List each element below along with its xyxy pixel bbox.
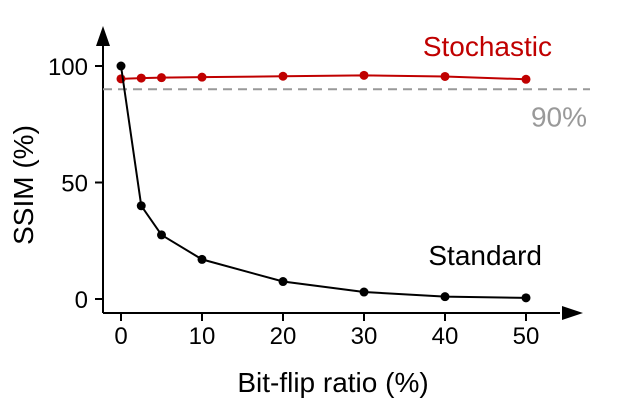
data-point-standard [116,61,126,71]
data-point-stochastic [278,71,288,81]
data-point-stochastic [136,73,146,83]
series-group [116,61,531,303]
data-point-standard [157,230,166,240]
data-point-standard [440,292,450,302]
series-line-standard [120,65,527,299]
data-point-stochastic [440,71,450,81]
x-tick-label: 10 [189,323,216,350]
x-axis-arrow-icon [562,306,583,320]
series-label-standard: Standard [428,240,542,271]
reference-line-label: 90% [531,101,587,132]
series-label-stochastic: Stochastic [423,31,552,62]
x-tick-label: 30 [351,323,378,350]
data-point-stochastic [197,72,207,82]
y-axis-arrow-icon [96,26,110,46]
x-tick-label: 0 [114,323,127,350]
data-point-standard [278,277,288,287]
series-line-stochastic [120,74,527,81]
data-point-stochastic [359,70,369,80]
y-tick-label: 50 [61,171,88,198]
x-axis-label: Bit-flip ratio (%) [237,367,428,398]
y-tick-label: 100 [48,54,88,81]
y-tick-label: 0 [75,287,88,314]
data-point-standard [197,254,207,264]
data-point-standard [136,201,146,211]
data-point-standard [521,293,531,303]
data-point-stochastic [157,73,166,83]
x-tick-label: 20 [270,323,297,350]
x-tick-label: 50 [513,323,540,350]
y-axis-label: SSIM (%) [8,125,39,245]
axes [96,26,583,320]
data-point-stochastic [521,74,531,84]
data-point-standard [359,287,369,297]
ticks: 0 10 20 30 40 50 0 50 100 [48,54,539,350]
x-tick-label: 40 [432,323,459,350]
